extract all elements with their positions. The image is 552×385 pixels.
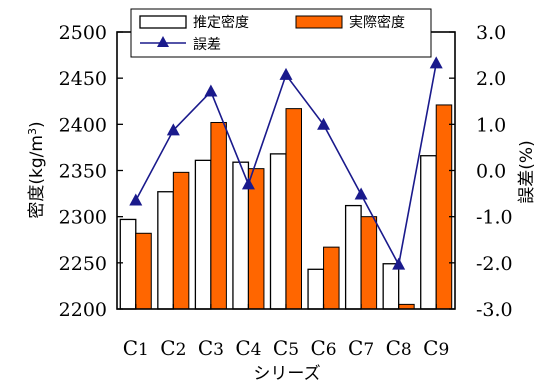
y2-tick-label-2.0: 2.0: [476, 68, 506, 90]
y2-axis-ticks: -3.0 -2.0 -1.0 0.0 1.0 2.0 3.0: [449, 22, 513, 321]
legend-label-error: 誤差: [193, 37, 221, 53]
legend-label-actual: 実際密度: [349, 14, 405, 31]
bar-estimated-C1: [119, 218, 137, 310]
y-tick-label-2300: 2300: [59, 207, 107, 229]
y-tick-label-2350: 2350: [59, 161, 107, 183]
error-point-C6: [317, 117, 331, 130]
error-point-C5: [279, 67, 293, 80]
y-axis-ticks: 2200 2250 2300 2350 2400 2450 2500: [59, 22, 123, 321]
y-tick-label-2200: 2200: [59, 299, 107, 321]
bar-actual-C9: [435, 104, 453, 310]
x-tick-label-C3: C3: [198, 336, 224, 360]
bar-actual-C4: [247, 168, 265, 310]
error-point-C1: [129, 193, 143, 206]
y-tick-label-2450: 2450: [59, 68, 107, 90]
y2-tick-label--1.0: -1.0: [476, 207, 513, 229]
x-axis-title: シリーズ: [253, 364, 320, 384]
legend: 推定密度 実際密度 誤差: [130, 8, 432, 58]
error-point-C4: [241, 177, 255, 190]
y-tick-label-2250: 2250: [59, 253, 107, 275]
y2-tick-label--3.0: -3.0: [476, 299, 513, 321]
y2-tick-label-1.0: 1.0: [476, 114, 506, 136]
x-tick-label-C2: C2: [160, 336, 186, 360]
bar-actual-C5: [285, 108, 302, 310]
y-tick-label-2400: 2400: [59, 114, 107, 136]
error-point-C3: [204, 84, 218, 97]
y2-tick-label-3.0: 3.0: [476, 22, 506, 44]
error-point-C7: [354, 187, 368, 200]
bar-estimated-C2: [157, 191, 174, 310]
bar-estimated-C6: [307, 268, 325, 310]
x-tick-label-C9: C9: [423, 336, 449, 360]
bar-actual-C1: [135, 232, 152, 310]
y2-tick-label-0.0: 0.0: [476, 161, 506, 183]
bar-estimated-C5: [269, 153, 287, 310]
bar-actual-C3: [210, 121, 227, 310]
bar-actual-C7: [360, 216, 378, 310]
legend-swatch-actual: [295, 15, 343, 29]
bar-actual-C2: [172, 171, 190, 310]
bar-estimated-C7: [344, 204, 362, 310]
x-tick-label-C1: C1: [123, 336, 149, 360]
y-tick-label-2500: 2500: [59, 22, 107, 44]
bars-layer: [119, 104, 453, 310]
legend-swatch-estimated: [139, 15, 187, 29]
bar-estimated-C8: [382, 263, 400, 310]
bar-estimated-C9: [420, 155, 437, 310]
y2-tick-label--2.0: -2.0: [476, 253, 513, 275]
bar-actual-C6: [323, 246, 340, 310]
error-point-C2: [166, 123, 180, 136]
x-tick-label-C8: C8: [386, 336, 412, 360]
y2-axis-title: 誤差(%): [517, 140, 537, 203]
x-tick-label-C7: C7: [348, 336, 374, 360]
x-axis-ticks: C1 C2 C3 C4 C5 C6 C7 C8 C9: [123, 304, 449, 360]
error-point-C9: [429, 56, 443, 69]
legend-label-estimated: 推定密度: [193, 14, 249, 31]
bar-estimated-C3: [194, 159, 212, 310]
legend-swatch-error-marker: [157, 36, 169, 47]
x-tick-label-C6: C6: [310, 336, 336, 360]
error-line-layer: [129, 56, 443, 270]
error-point-C8: [392, 257, 406, 270]
x-tick-label-C4: C4: [235, 336, 261, 360]
y-axis-title: 密度(kg/m3): [26, 121, 47, 218]
x-tick-label-C5: C5: [273, 336, 299, 360]
